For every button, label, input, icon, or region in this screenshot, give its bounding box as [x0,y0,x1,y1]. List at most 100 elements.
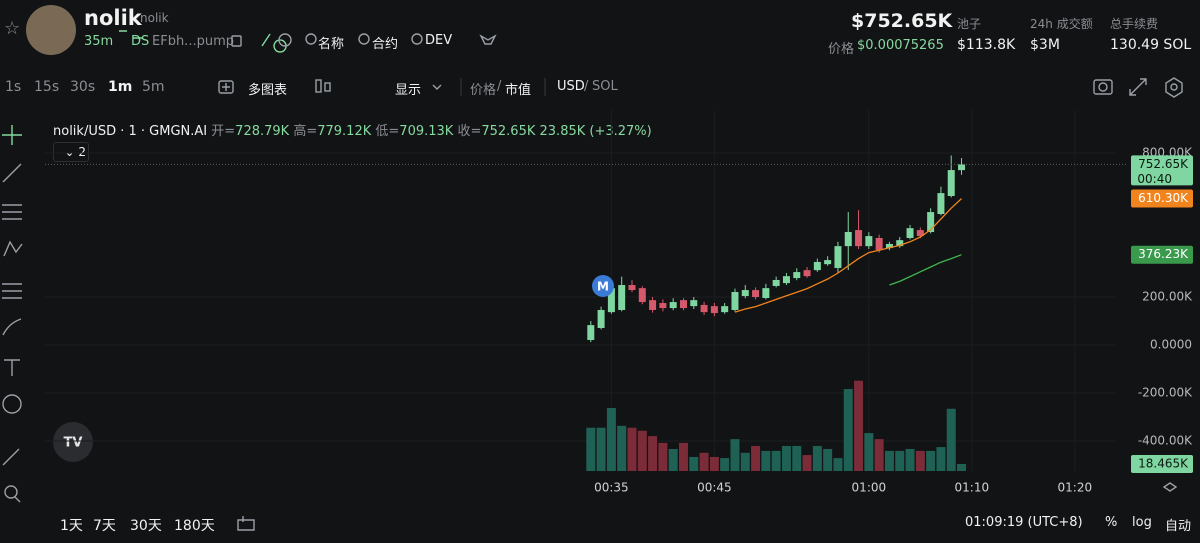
candle-body [741,290,749,297]
interval[interactable]: 15s [34,79,60,95]
ohlc-value: 728.79K [235,124,290,139]
percent-toggle[interactable]: % [1105,515,1118,530]
price-label: 752.65K [1138,157,1189,171]
ohlc-label: 开= [211,124,236,139]
range[interactable]: 1天 [60,518,83,534]
candle-body [844,231,852,247]
candle-body [772,279,780,286]
candle-body [710,306,718,314]
auto-toggle[interactable]: 自动 [1165,519,1192,534]
display-menu[interactable]: 显示 [395,83,422,98]
ohlc-value: 752.65K [481,124,536,139]
volume-bar [730,439,740,471]
x-tick-label: 00:45 [697,481,732,495]
candle-body [597,309,605,328]
candle-body [803,270,811,277]
x-tick-label: 01:00 [852,481,887,495]
price-label-box [1131,245,1193,264]
candle-body [855,230,863,247]
candle-body [865,236,873,247]
clock: 01:09:19 (UTC+8) [965,515,1083,530]
event-marker-text: M [597,280,609,294]
volume-bar [596,427,606,471]
range[interactable]: 180天 [174,518,215,534]
volume-bar [658,442,668,471]
stat-value: 130.49 SOL [1110,37,1192,53]
volume-bar [771,450,781,471]
contract-address[interactable]: EFbh...pump [152,34,234,49]
price-label: 376.23K [1138,247,1189,261]
market-value-toggle[interactable]: 市值 [505,83,532,98]
stat-label: 池子 [957,17,982,31]
y-tick-label: -200.00K [1138,386,1193,400]
price: $0.00075265 [857,38,944,53]
volume-label: 18.465K [1138,456,1189,470]
favorite-star[interactable]: ☆ [4,18,21,39]
ds-label: DS [131,34,150,49]
ohlc-value: 709.13K [399,124,454,139]
candle-body [721,306,729,313]
token-name: nolik [84,6,142,30]
price-label: 610.30K [1138,191,1189,205]
interval[interactable]: 1s [5,79,22,95]
x-tick-label: 01:10 [955,481,990,495]
range[interactable]: 7天 [93,518,116,534]
y-tick-label: 0.0000 [1150,338,1192,352]
volume-bar [884,450,894,471]
volume-bar [823,448,833,471]
multi-chart[interactable]: 多图表 [248,83,288,98]
separator: / [497,79,502,94]
price-label-box [1131,189,1193,208]
market-cap: $752.65K [851,10,953,32]
candle-body [896,240,904,247]
volume-bar [689,456,699,471]
interval[interactable]: 5m [142,79,165,95]
candle-body [916,230,924,237]
search-dev[interactable]: DEV [425,33,453,48]
currency[interactable]: USD [557,79,585,94]
candle-body [669,302,677,309]
volume-bar [781,445,791,471]
volume-bar [833,458,843,471]
ohlc-label: 高= [293,124,318,139]
candle-body [885,243,893,249]
moving-average [734,198,962,313]
search-contract[interactable]: 合约 [372,37,399,52]
y-tick-label: 200.00K [1142,290,1193,304]
candle-body [752,290,760,298]
volume-bar [895,450,905,471]
range[interactable]: 30天 [130,518,162,534]
stat-value: $113.8K [957,37,1016,53]
volume-bar [802,455,812,471]
candle-body [937,193,945,214]
volume-bar [720,458,730,471]
candle-body [690,300,698,307]
indicator-toggle[interactable]: ⌄ 2 [53,142,89,162]
candle-body [958,164,966,171]
token-handle: nolik [140,11,169,25]
interval-active[interactable]: 1m [108,79,133,95]
candle-body [618,285,626,310]
volume-bar [905,448,915,471]
price-label: 价格 [828,42,855,57]
interval[interactable]: 30s [70,79,96,95]
search-name[interactable]: 名称 [318,37,345,52]
volume-bar [946,408,956,471]
alt-currency[interactable]: SOL [592,79,618,94]
ohlc-label: 收= [457,124,482,139]
y-tick-label: 800.00K [1142,146,1193,160]
log-toggle[interactable]: log [1132,515,1152,530]
stat-label: 总手续费 [1110,17,1159,31]
volume-bar [637,430,647,471]
volume-bar [668,448,678,471]
candle-body [927,212,935,232]
candle-body [824,260,832,265]
token-age: 35m [84,34,114,49]
candle-body [649,300,657,310]
volume-bar [751,445,761,471]
candle-body [607,288,615,313]
price-toggle[interactable]: 价格 [470,83,497,98]
ohlc-value: 779.12K [317,124,372,139]
stat-label: 24h 成交额 [1030,17,1093,31]
